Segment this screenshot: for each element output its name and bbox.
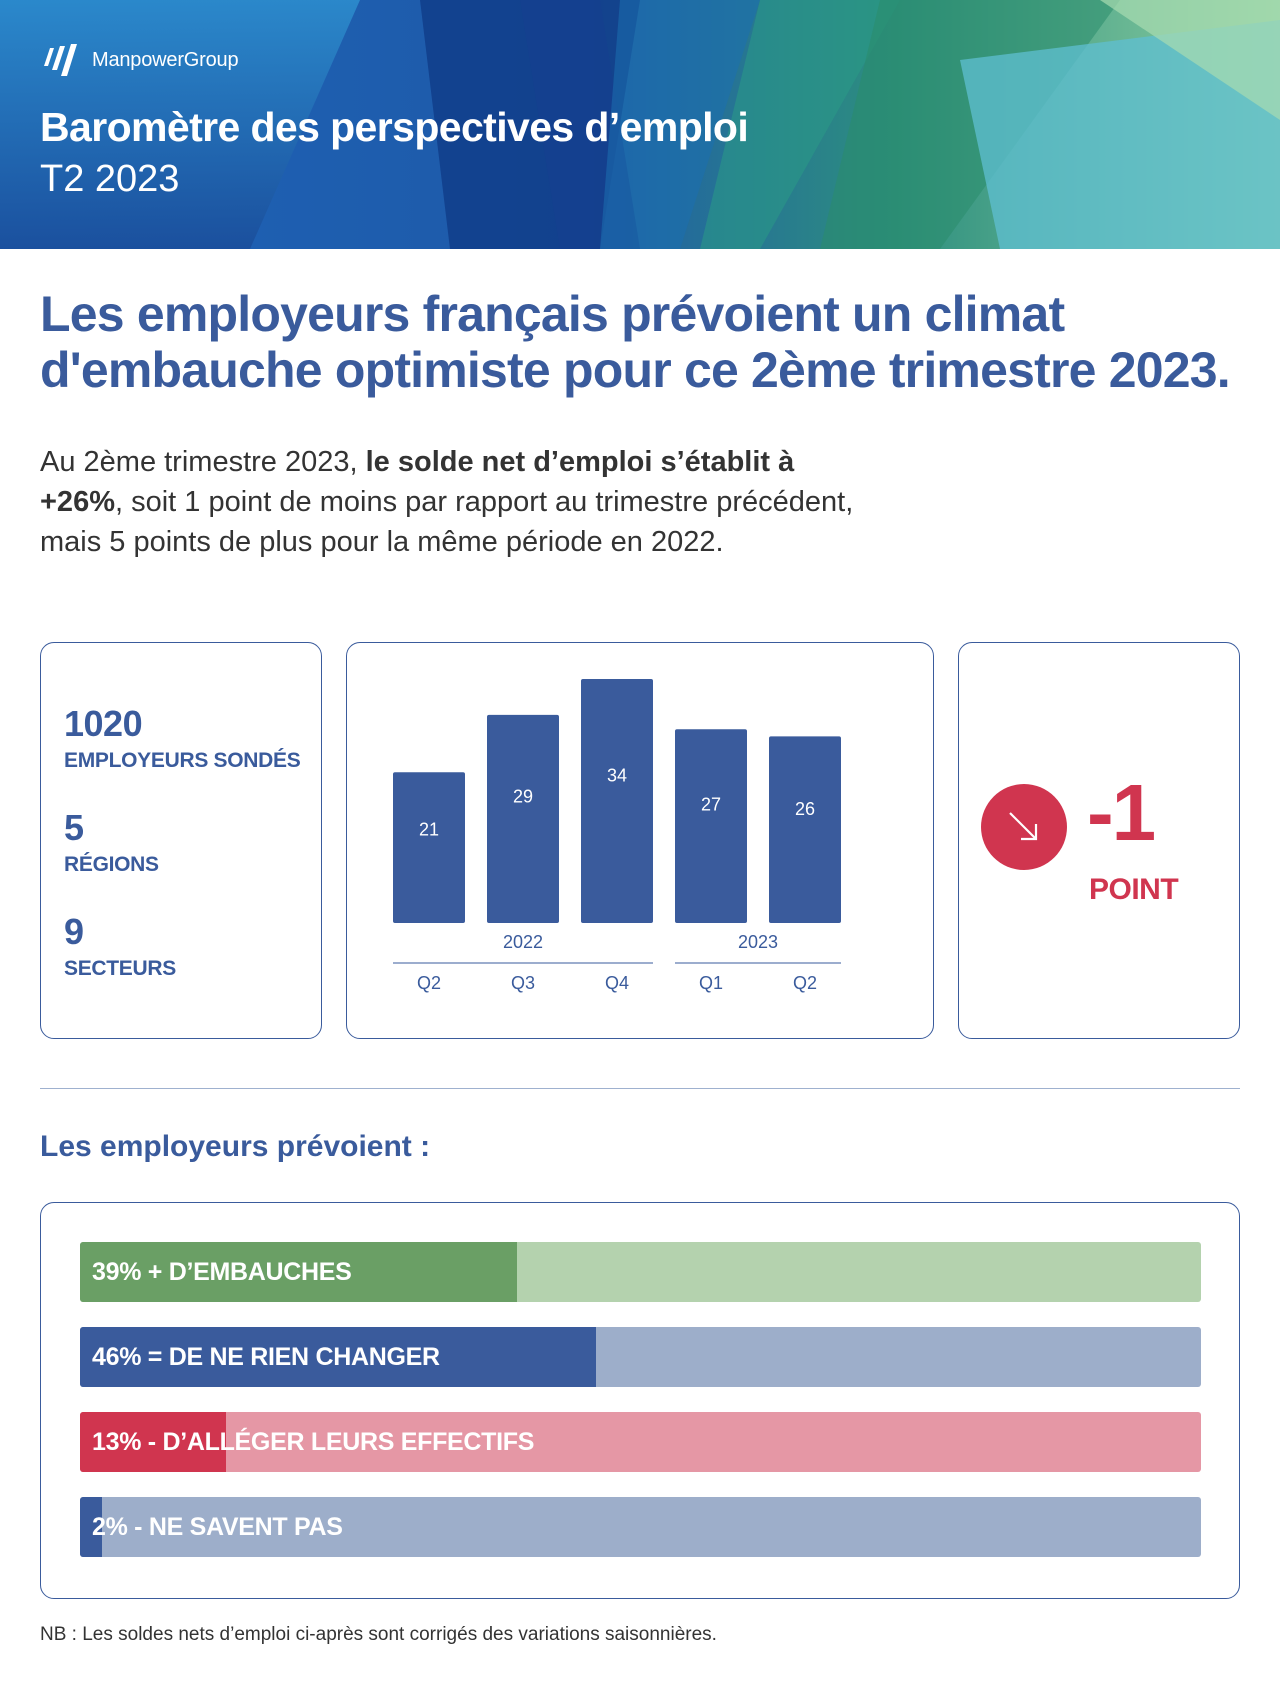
x-tick-label: Q4	[605, 973, 629, 993]
header-banner: ManpowerGroup Baromètre des perspectives…	[0, 0, 1280, 249]
intro-text-bold: le solde net d’emploi s’établit à +26%	[40, 446, 795, 518]
employer-intentions-card: 39% + D’EMBAUCHES 46% = DE NE RIEN CHANG…	[40, 1202, 1240, 1599]
bar-value-label: 29	[513, 786, 533, 806]
intention-bar-hire: 39% + D’EMBAUCHES	[80, 1242, 1201, 1302]
x-tick-label: Q3	[511, 973, 535, 993]
brand-name: ManpowerGroup	[92, 48, 239, 71]
intro-text-start: Au 2ème trimestre 2023,	[40, 446, 366, 478]
bar-value-label: 34	[607, 765, 627, 785]
intention-bar-no-change: 46% = DE NE RIEN CHANGER	[80, 1327, 1201, 1387]
page-title: Baromètre des perspectives d’emploi	[40, 104, 749, 150]
intention-bar-fill	[80, 1412, 226, 1472]
bar-value-label: 26	[795, 799, 815, 819]
intention-bar-label: 13% - D’ALLÉGER LEURS EFFECTIFS	[92, 1428, 535, 1456]
change-value: -1	[1087, 768, 1156, 857]
intention-bar-unknown: 2% - NE SAVENT PAS	[80, 1497, 1201, 1557]
footnote: NB : Les soldes nets d’emploi ci-après s…	[40, 1624, 717, 1645]
change-card: -1 POINT	[958, 642, 1240, 1039]
bar-value-label: 21	[419, 820, 439, 840]
x-tick-label: Q1	[699, 973, 723, 993]
net-employment-bar-chart: 21 Q2 29 Q3 34 Q4 27 Q1 26 Q2 2022 2023	[393, 679, 841, 993]
stat-sectors-label: SECTEURS	[64, 957, 176, 980]
section-divider	[40, 1088, 1240, 1089]
intention-bar-fill	[80, 1327, 596, 1387]
intro-text-end: , soit 1 point de moins par rapport au t…	[40, 486, 854, 558]
change-unit: POINT	[1089, 873, 1179, 906]
intention-bar-reduce: 13% - D’ALLÉGER LEURS EFFECTIFS	[80, 1412, 1201, 1472]
year-group-label: 2022	[503, 932, 543, 952]
intention-bar-label: 39% + D’EMBAUCHES	[92, 1258, 352, 1286]
arrow-down-right-icon	[1009, 812, 1038, 841]
chart-bar	[581, 679, 653, 923]
stat-employers-label: EMPLOYEURS SONDÉS	[64, 749, 301, 772]
year-group-label: 2023	[738, 932, 778, 952]
manpower-logo-icon	[44, 44, 77, 76]
x-tick-label: Q2	[417, 973, 441, 993]
stat-sectors-value: 9	[64, 911, 84, 952]
headline: Les employeurs français prévoient un cli…	[40, 286, 1231, 398]
stat-employers-value: 1020	[64, 703, 143, 744]
banner-background	[0, 0, 1280, 249]
chart-bar	[393, 772, 465, 923]
section-title: Les employeurs prévoient :	[40, 1130, 431, 1163]
stat-regions-label: RÉGIONS	[64, 853, 159, 876]
bar-value-label: 27	[701, 795, 721, 815]
x-tick-label: Q2	[793, 973, 817, 993]
stat-regions-value: 5	[64, 807, 84, 848]
intention-bar-label: 46% = DE NE RIEN CHANGER	[92, 1343, 440, 1371]
intention-bar-fill	[80, 1497, 103, 1557]
intention-bar-label: 2% - NE SAVENT PAS	[92, 1513, 343, 1541]
change-indicator	[981, 784, 1067, 870]
intro-paragraph: Au 2ème trimestre 2023, le solde net d’e…	[40, 442, 860, 562]
net-employment-chart-card: 21 Q2 29 Q3 34 Q4 27 Q1 26 Q2 2022 2023	[346, 642, 934, 1039]
chart-bar	[675, 729, 747, 923]
stats-card: 1020 EMPLOYEURS SONDÉS 5 RÉGIONS 9 SECTE…	[40, 642, 322, 1039]
intention-bar-fill	[80, 1242, 518, 1302]
chart-bar	[769, 736, 841, 923]
brand-logo: ManpowerGroup	[40, 40, 239, 80]
page-subtitle: T2 2023	[40, 158, 180, 200]
chart-bar	[487, 714, 559, 923]
